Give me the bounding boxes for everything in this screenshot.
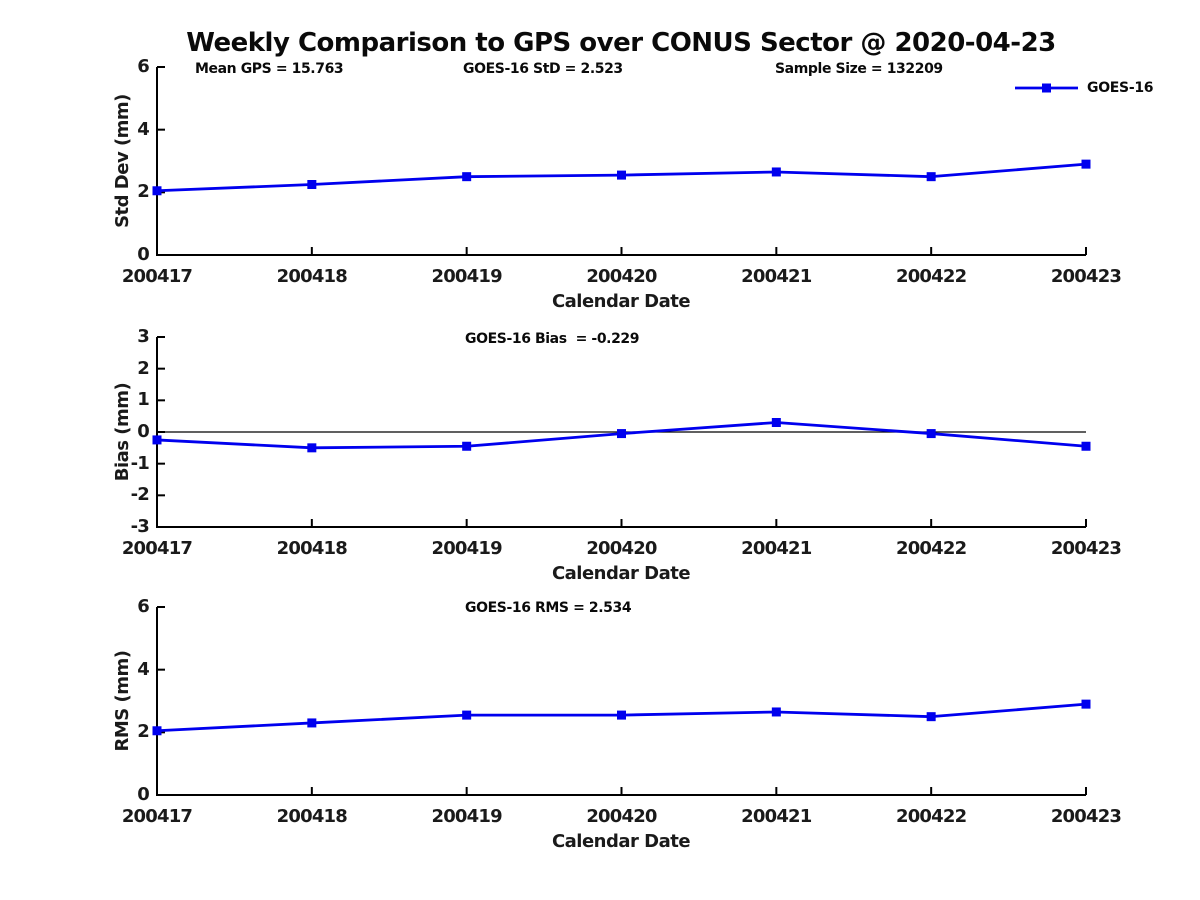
series-marker [771, 707, 781, 717]
series-marker [771, 418, 781, 427]
series-marker [926, 172, 936, 182]
series-marker [1081, 441, 1091, 451]
series-marker [926, 429, 936, 439]
series-marker [462, 441, 472, 451]
axis-lines [156, 607, 1086, 796]
legend-marker [1042, 83, 1051, 93]
chart-title: Weekly Comparison to GPS over CONUS Sect… [186, 28, 1056, 58]
series-marker [307, 443, 317, 453]
series-marker [617, 170, 626, 180]
series-marker [771, 167, 781, 177]
series-marker [152, 435, 162, 445]
series-marker [462, 710, 472, 720]
series-marker [1081, 699, 1091, 709]
series-marker [617, 710, 626, 720]
series-marker [462, 172, 472, 182]
series-marker [307, 718, 317, 728]
axis-lines [156, 67, 1086, 256]
series-marker [307, 180, 317, 189]
series-marker [1081, 159, 1091, 169]
series-marker [152, 726, 162, 736]
series-marker [926, 712, 936, 722]
series-marker [152, 186, 162, 196]
series-marker [617, 429, 626, 439]
